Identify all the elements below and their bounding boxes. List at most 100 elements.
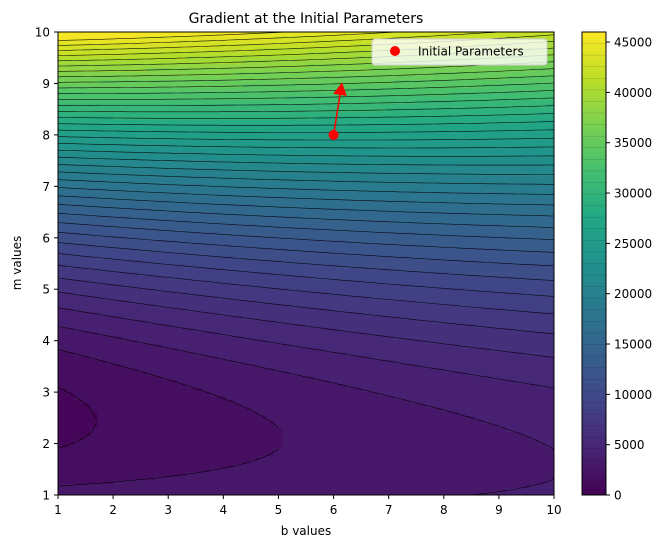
- contour-cell: [266, 128, 275, 133]
- contour-cell: [90, 160, 99, 165]
- contour-cell: [450, 140, 459, 145]
- contour-cell: [234, 324, 243, 329]
- contour-cell: [226, 148, 235, 153]
- contour-cell: [482, 160, 491, 165]
- contour-cell: [346, 324, 355, 329]
- contour-cell: [178, 148, 187, 153]
- contour-cell: [426, 160, 435, 165]
- contour-cell: [434, 336, 443, 341]
- contour-cell: [378, 324, 387, 329]
- contour-cell: [66, 336, 75, 341]
- contour-cell: [74, 308, 83, 313]
- contour-cell: [322, 320, 331, 325]
- contour-cell: [394, 84, 403, 89]
- contour-cell: [186, 120, 195, 125]
- contour-cell: [114, 148, 123, 153]
- contour-cell: [210, 268, 219, 273]
- contour-cell: [266, 84, 275, 89]
- contour-cell: [482, 188, 491, 193]
- contour-cell: [90, 116, 99, 121]
- contour-cell: [346, 84, 355, 89]
- contour-cell: [426, 148, 435, 153]
- contour-cell: [442, 156, 451, 161]
- contour-cell: [530, 324, 539, 329]
- contour-cell: [178, 108, 187, 113]
- contour-cell: [538, 296, 547, 301]
- contour-cell: [98, 240, 107, 245]
- contour-cell: [402, 328, 411, 333]
- contour-cell: [330, 312, 339, 317]
- contour-cell: [394, 196, 403, 201]
- contour-cell: [394, 316, 403, 321]
- contour-cell: [458, 84, 467, 89]
- contour-cell: [202, 220, 211, 225]
- contour-cell: [410, 232, 419, 237]
- contour-cell: [58, 196, 67, 201]
- contour-cell: [146, 40, 155, 45]
- contour-cell: [66, 244, 75, 249]
- contour-cell: [218, 144, 227, 149]
- contour-cell: [346, 88, 355, 93]
- contour-cell: [58, 32, 67, 37]
- contour-cell: [154, 320, 163, 325]
- contour-cell: [274, 232, 283, 237]
- contour-cell: [482, 248, 491, 253]
- contour-cell: [114, 284, 123, 289]
- contour-cell: [530, 80, 539, 85]
- contour-cell: [466, 328, 475, 333]
- contour-cell: [82, 64, 91, 69]
- contour-cell: [386, 68, 395, 73]
- contour-cell: [498, 88, 507, 93]
- contour-cell: [474, 268, 483, 273]
- contour-cell: [66, 228, 75, 233]
- contour-cell: [218, 316, 227, 321]
- contour-cell: [362, 284, 371, 289]
- contour-cell: [234, 200, 243, 205]
- contour-cell: [522, 148, 531, 153]
- contour-cell: [250, 200, 259, 205]
- contour-cell: [410, 324, 419, 329]
- contour-cell: [378, 176, 387, 181]
- contour-cell: [202, 288, 211, 293]
- contour-cell: [218, 280, 227, 285]
- contour-cell: [98, 348, 107, 353]
- contour-cell: [178, 288, 187, 293]
- contour-cell: [202, 312, 211, 317]
- contour-cell: [250, 52, 259, 57]
- contour-cell: [266, 112, 275, 117]
- contour-cell: [346, 116, 355, 121]
- contour-cell: [66, 168, 75, 173]
- contour-cell: [202, 168, 211, 173]
- contour-cell: [162, 248, 171, 253]
- contour-cell: [522, 176, 531, 181]
- contour-cell: [234, 80, 243, 85]
- contour-cell: [490, 320, 499, 325]
- contour-cell: [314, 56, 323, 61]
- contour-cell: [266, 256, 275, 261]
- contour-cell: [194, 156, 203, 161]
- contour-cell: [402, 116, 411, 121]
- contour-cell: [194, 296, 203, 301]
- contour-cell: [450, 300, 459, 305]
- contour-cell: [178, 304, 187, 309]
- contour-cell: [186, 44, 195, 49]
- contour-cell: [330, 164, 339, 169]
- contour-cell: [170, 36, 179, 41]
- contour-cell: [66, 92, 75, 97]
- contour-cell: [378, 192, 387, 197]
- contour-cell: [74, 280, 83, 285]
- contour-cell: [274, 152, 283, 157]
- contour-cell: [90, 332, 99, 337]
- contour-cell: [466, 344, 475, 349]
- contour-cell: [514, 324, 523, 329]
- contour-cell: [322, 44, 331, 49]
- contour-cell: [274, 56, 283, 61]
- contour-cell: [418, 140, 427, 145]
- contour-cell: [186, 304, 195, 309]
- contour-cell: [426, 336, 435, 341]
- contour-cell: [330, 212, 339, 217]
- contour-cell: [514, 228, 523, 233]
- contour-cell: [82, 288, 91, 293]
- contour-cell: [90, 292, 99, 297]
- contour-cell: [322, 92, 331, 97]
